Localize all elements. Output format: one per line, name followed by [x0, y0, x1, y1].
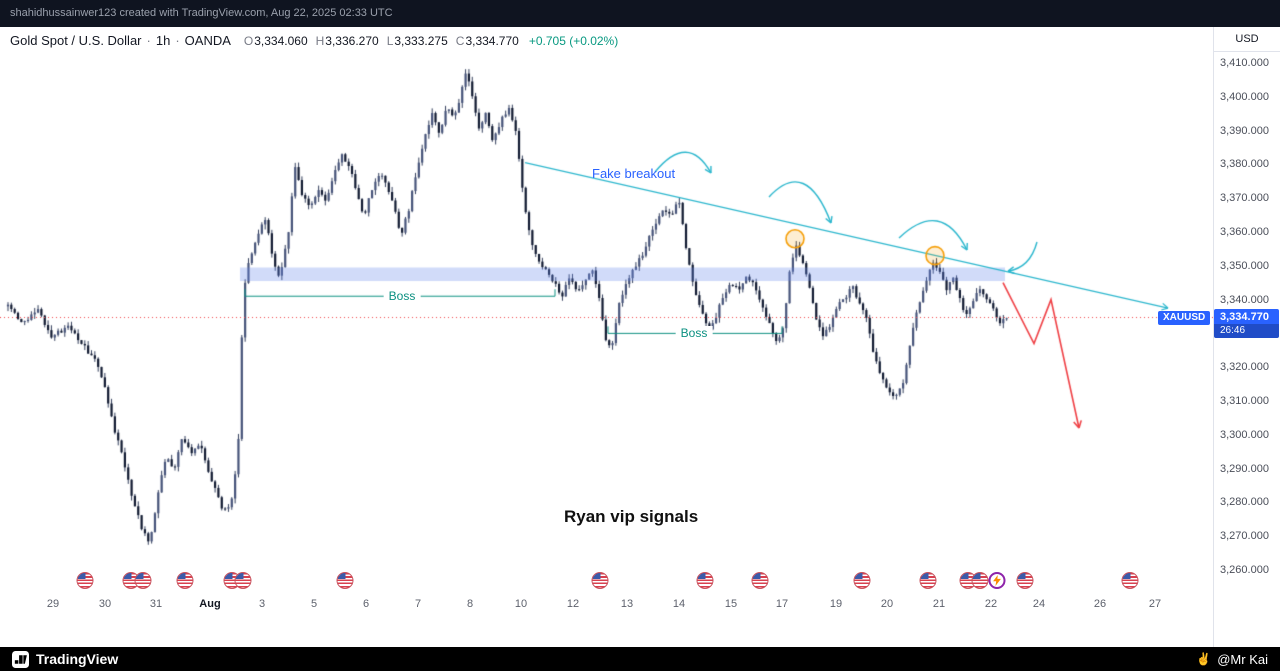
- author-credit: ✌ @Mr Kai: [1196, 652, 1268, 667]
- price-axis-label: 3,340.000: [1220, 293, 1269, 306]
- symbol-header: Gold Spot / U.S. Dollar · 1h · OANDA O 3,…: [10, 33, 618, 48]
- open-label: O: [243, 33, 254, 48]
- last-price-value: 3,334.770: [1220, 311, 1269, 323]
- header-separator: ·: [146, 33, 151, 48]
- open-value: 3,334.060: [254, 33, 308, 48]
- price-axis-label: 3,290.000: [1220, 462, 1269, 475]
- header-separator: ·: [175, 33, 180, 48]
- low-label: L: [386, 33, 394, 48]
- us-flag-event-icon[interactable]: [591, 572, 609, 589]
- price-axis-label: 3,280.000: [1220, 496, 1269, 509]
- price-axis-label: 3,410.000: [1220, 57, 1269, 69]
- event-lightning-icon[interactable]: [988, 572, 1006, 589]
- price-axis-label: 3,360.000: [1220, 226, 1269, 238]
- price-axis-label: 3,270.000: [1220, 530, 1269, 543]
- time-axis-label: 20: [880, 598, 894, 610]
- price-axis-label: 3,260.000: [1220, 564, 1269, 576]
- time-axis-label: 6: [362, 598, 370, 610]
- us-flag-event-icon[interactable]: [751, 572, 769, 589]
- price-axis-label: 3,380.000: [1220, 158, 1269, 171]
- price-axis-label: 3,370.000: [1220, 192, 1269, 205]
- attribution-bar: shahidhussainwer123 created with Trading…: [0, 0, 1280, 27]
- time-axis-label: 5: [310, 598, 318, 610]
- price-axis-label: 3,320.000: [1220, 361, 1269, 374]
- author-credit-label: @Mr Kai: [1217, 651, 1268, 667]
- us-flag-event-icon[interactable]: [971, 572, 989, 589]
- time-axis-label: Aug: [199, 598, 221, 610]
- hand-icon: ✌: [1196, 652, 1212, 666]
- time-axis-label: 26: [1093, 598, 1107, 610]
- time-axis-label: 21: [932, 598, 946, 610]
- tradingview-brand-label: TradingView: [36, 651, 119, 667]
- price-axis-label: 3,390.000: [1220, 124, 1269, 137]
- time-axis-label: 12: [566, 598, 580, 610]
- price-axis-label: 3,400.000: [1220, 90, 1269, 103]
- price-axis-label: 3,350.000: [1220, 259, 1269, 272]
- us-flag-event-icon[interactable]: [1121, 572, 1139, 589]
- time-axis-label: 3: [258, 598, 266, 610]
- low-value: 3,333.275: [394, 33, 448, 48]
- us-flag-event-icon[interactable]: [76, 572, 94, 589]
- ohlc-readout: O 3,334.060 H 3,336.270 L 3,333.275 C 3,334.…: [244, 34, 618, 48]
- symbol-title[interactable]: Gold Spot / U.S. Dollar: [10, 33, 142, 48]
- attribution-text: shahidhussainwer123 created with Trading…: [10, 7, 393, 19]
- tradingview-logo-icon: [12, 650, 29, 668]
- boss-annotation-top[interactable]: Boss: [383, 289, 421, 303]
- time-axis-label: 27: [1148, 598, 1162, 610]
- high-label: H: [315, 33, 325, 48]
- close-value: 3,334.770: [465, 33, 519, 48]
- us-flag-event-icon[interactable]: [176, 572, 194, 589]
- close-label: C: [455, 33, 465, 48]
- tradingview-brand[interactable]: TradingView: [12, 650, 119, 668]
- time-axis-label: 13: [620, 598, 634, 610]
- fake-breakout-annotation[interactable]: Fake breakout: [592, 166, 676, 181]
- us-flag-event-icon[interactable]: [336, 572, 354, 589]
- change-value: +0.705 (+0.02%): [528, 33, 619, 48]
- time-axis-label: 30: [98, 598, 112, 610]
- price-chart-canvas[interactable]: [0, 27, 1213, 647]
- exchange-label[interactable]: OANDA: [184, 33, 231, 48]
- currency-label[interactable]: USD: [1214, 27, 1280, 52]
- watermark-text[interactable]: Ryan vip signals: [564, 507, 699, 526]
- price-axis-label: 3,310.000: [1220, 395, 1269, 407]
- chart-region: Gold Spot / U.S. Dollar · 1h · OANDA O 3,…: [0, 27, 1280, 647]
- time-axis-label: 19: [829, 598, 843, 610]
- time-axis-label: 7: [414, 598, 422, 610]
- time-axis-label: 8: [466, 598, 474, 610]
- footer-bar: TradingView ✌ @Mr Kai: [0, 647, 1280, 671]
- price-axis-label: 3,300.000: [1220, 428, 1269, 441]
- boss-annotation-bottom[interactable]: Boss: [675, 326, 713, 340]
- high-value: 3,336.270: [325, 33, 379, 48]
- time-axis-label: 15: [724, 598, 738, 610]
- time-axis-label: 31: [149, 598, 163, 610]
- symbol-price-tag: XAUUSD: [1158, 311, 1211, 325]
- time-axis-label: 10: [514, 598, 528, 610]
- us-flag-event-icon[interactable]: [696, 572, 714, 589]
- time-axis-label: 17: [775, 598, 789, 610]
- us-flag-event-icon[interactable]: [234, 572, 252, 589]
- us-flag-event-icon[interactable]: [919, 572, 937, 589]
- interval-button[interactable]: 1h: [155, 33, 171, 48]
- time-axis-label: 14: [672, 598, 686, 610]
- us-flag-event-icon[interactable]: [1016, 572, 1034, 589]
- us-flag-event-icon[interactable]: [134, 572, 152, 589]
- us-flag-event-icon[interactable]: [853, 572, 871, 589]
- time-axis-label: 24: [1032, 598, 1046, 610]
- bar-countdown: 26:46: [1214, 324, 1279, 338]
- time-axis-label: 22: [984, 598, 998, 610]
- time-axis-label: 29: [46, 598, 60, 610]
- last-price-label: 3,334.770 26:46: [1214, 309, 1279, 338]
